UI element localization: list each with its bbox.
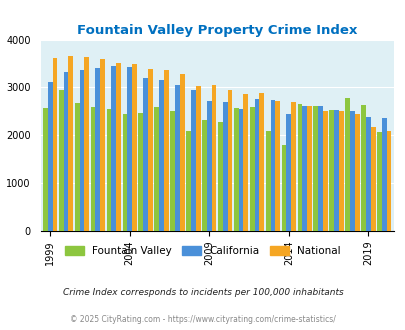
Bar	[275, 101, 279, 231]
Text: © 2025 CityRating.com - https://www.cityrating.com/crime-statistics/: © 2025 CityRating.com - https://www.city…	[70, 315, 335, 324]
Bar	[116, 63, 121, 231]
Bar	[107, 110, 111, 231]
Bar	[217, 122, 222, 231]
Bar	[79, 70, 84, 231]
Legend: Fountain Valley, California, National: Fountain Valley, California, National	[61, 242, 344, 260]
Bar	[95, 68, 100, 231]
Bar	[164, 70, 168, 231]
Bar	[344, 98, 349, 231]
Title: Fountain Valley Property Crime Index: Fountain Valley Property Crime Index	[77, 24, 356, 37]
Bar	[286, 114, 290, 231]
Bar	[186, 130, 190, 231]
Bar	[365, 116, 370, 231]
Bar	[270, 100, 275, 231]
Bar	[381, 118, 386, 231]
Bar	[376, 132, 381, 231]
Bar	[84, 57, 89, 231]
Bar	[370, 127, 375, 231]
Bar	[354, 114, 359, 231]
Bar	[170, 112, 175, 231]
Bar	[211, 85, 216, 231]
Bar	[281, 145, 286, 231]
Bar	[75, 103, 79, 231]
Bar	[333, 111, 338, 231]
Bar	[306, 106, 311, 231]
Bar	[349, 112, 354, 231]
Bar	[111, 66, 116, 231]
Bar	[360, 105, 365, 231]
Bar	[233, 108, 238, 231]
Bar	[154, 107, 159, 231]
Bar	[207, 101, 211, 231]
Bar	[249, 107, 254, 231]
Bar	[227, 90, 232, 231]
Bar	[59, 90, 64, 231]
Text: Crime Index corresponds to incidents per 100,000 inhabitants: Crime Index corresponds to incidents per…	[62, 288, 343, 297]
Bar	[190, 90, 195, 231]
Bar	[322, 111, 327, 231]
Bar	[138, 113, 143, 231]
Bar	[259, 93, 264, 231]
Bar	[68, 56, 73, 231]
Bar	[265, 131, 270, 231]
Bar	[175, 84, 179, 231]
Bar	[195, 85, 200, 231]
Bar	[52, 58, 57, 231]
Bar	[290, 102, 295, 231]
Bar	[302, 106, 306, 231]
Bar	[338, 112, 343, 231]
Bar	[132, 64, 136, 231]
Bar	[202, 120, 207, 231]
Bar	[328, 111, 333, 231]
Bar	[100, 59, 105, 231]
Bar	[243, 94, 247, 231]
Bar	[143, 78, 148, 231]
Bar	[297, 104, 302, 231]
Bar	[122, 114, 127, 231]
Bar	[254, 99, 259, 231]
Bar	[222, 102, 227, 231]
Bar	[43, 108, 48, 231]
Bar	[90, 107, 95, 231]
Bar	[238, 109, 243, 231]
Bar	[64, 72, 68, 231]
Bar	[313, 106, 318, 231]
Bar	[159, 80, 164, 231]
Bar	[127, 67, 132, 231]
Bar	[148, 69, 152, 231]
Bar	[48, 82, 52, 231]
Bar	[179, 74, 184, 231]
Bar	[386, 130, 390, 231]
Bar	[318, 106, 322, 231]
